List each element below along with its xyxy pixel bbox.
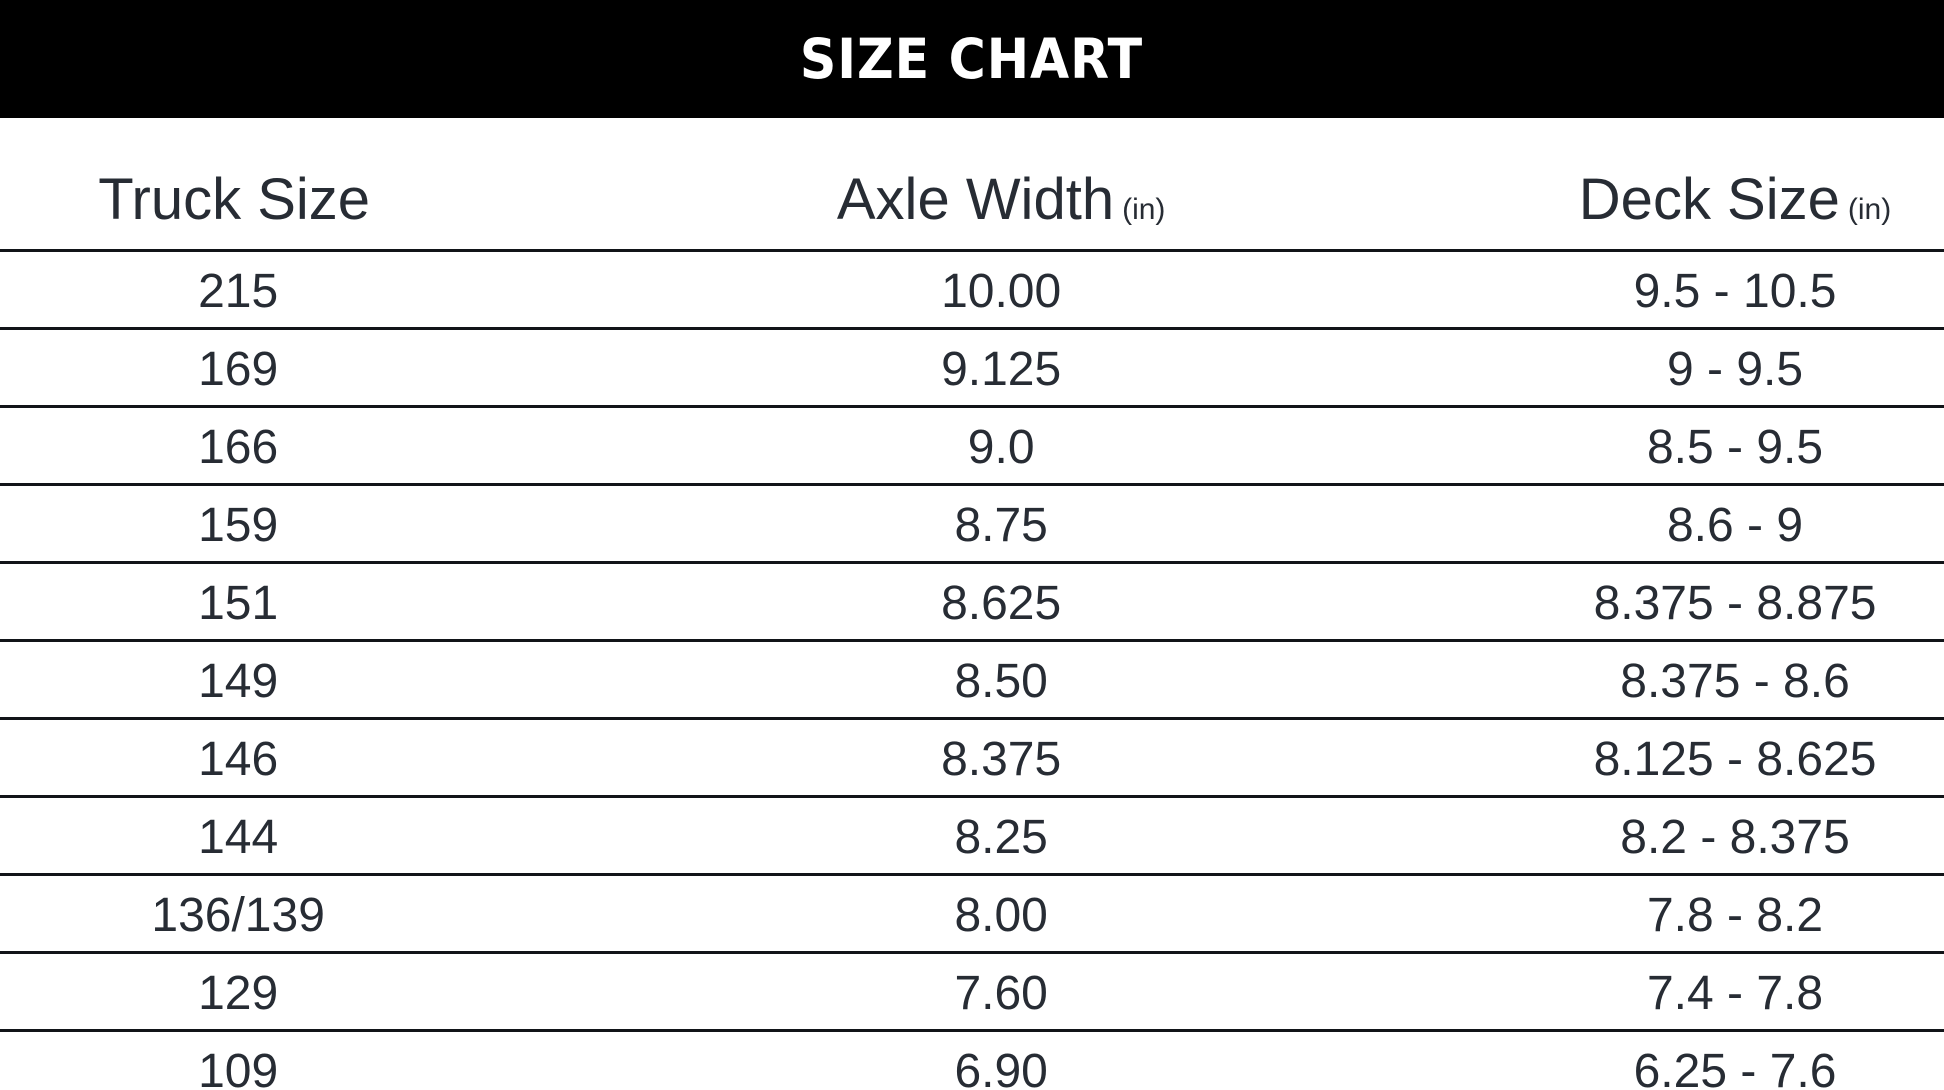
table-cell: 7.60 [476, 952, 1527, 1032]
table-cell: 9.125 [476, 328, 1527, 408]
size-table-body: 215 10.00 9.5 - 10.5 169 9.125 9 - 9.5 166 9.0 8… [0, 250, 1944, 1090]
table-cell: 8.5 - 9.5 [1526, 406, 1944, 486]
table-cell: 109 [0, 1030, 477, 1090]
table-row: 109 6.90 6.25 - 7.6 [0, 1030, 1944, 1090]
table-row: 129 7.60 7.4 - 7.8 [0, 952, 1944, 1032]
column-header-label: Truck Size [98, 167, 371, 232]
table-row: 144 8.25 8.2 - 8.375 [0, 796, 1944, 876]
table-cell: 7.8 - 8.2 [1526, 874, 1944, 954]
column-header-label: Axle Width [836, 167, 1115, 232]
table-row: 149 8.50 8.375 - 8.6 [0, 640, 1944, 720]
table-header-row: Truck Size Axle Width (in) Deck Size (in) [0, 118, 1944, 252]
table-cell: 8.75 [476, 484, 1527, 564]
size-chart-table: Truck Size Axle Width (in) Deck Size (in) … [0, 118, 1944, 1090]
table-cell: 8.125 - 8.625 [1526, 718, 1944, 798]
table-cell: 146 [0, 718, 477, 798]
table-cell: 10.00 [476, 250, 1527, 330]
table-cell: 8.2 - 8.375 [1526, 796, 1944, 876]
table-row: 146 8.375 8.125 - 8.625 [0, 718, 1944, 798]
table-cell: 9.0 [476, 406, 1527, 486]
table-cell: 8.375 [476, 718, 1527, 798]
table-cell: 129 [0, 952, 477, 1032]
table-cell: 151 [0, 562, 477, 642]
column-header-unit: (in) [1122, 193, 1166, 226]
table-cell: 215 [0, 250, 477, 330]
table-row: 151 8.625 8.375 - 8.875 [0, 562, 1944, 642]
table-cell: 8.375 - 8.875 [1526, 562, 1944, 642]
table-cell: 136/139 [0, 874, 477, 954]
table-cell: 8.50 [476, 640, 1527, 720]
column-header-truck-size: Truck Size [0, 118, 477, 252]
table-cell: 8.00 [476, 874, 1527, 954]
title-banner: SIZE CHART [0, 0, 1944, 118]
table-cell: 149 [0, 640, 477, 720]
table-cell: 8.625 [476, 562, 1527, 642]
table-header: Truck Size Axle Width (in) Deck Size (in) [0, 118, 1944, 252]
column-header-axle-width: Axle Width (in) [476, 118, 1527, 252]
table-cell: 169 [0, 328, 477, 408]
column-header-deck-size: Deck Size (in) [1526, 118, 1944, 252]
column-header-unit: (in) [1847, 193, 1892, 226]
table-cell: 9 - 9.5 [1526, 328, 1944, 408]
table-cell: 6.90 [476, 1030, 1527, 1090]
table-row: 159 8.75 8.6 - 9 [0, 484, 1944, 564]
table-row: 169 9.125 9 - 9.5 [0, 328, 1944, 408]
table-cell: 7.4 - 7.8 [1526, 952, 1944, 1032]
table-cell: 8.6 - 9 [1526, 484, 1944, 564]
table-cell: 159 [0, 484, 477, 564]
column-header-label: Deck Size [1578, 167, 1840, 232]
page-title: SIZE CHART [800, 27, 1144, 91]
table-cell: 8.25 [476, 796, 1527, 876]
table-cell: 6.25 - 7.6 [1526, 1030, 1944, 1090]
table-row: 136/139 8.00 7.8 - 8.2 [0, 874, 1944, 954]
table-cell: 166 [0, 406, 477, 486]
table-cell: 9.5 - 10.5 [1526, 250, 1944, 330]
table-cell: 8.375 - 8.6 [1526, 640, 1944, 720]
table-cell: 144 [0, 796, 477, 876]
table-row: 215 10.00 9.5 - 10.5 [0, 250, 1944, 330]
table-row: 166 9.0 8.5 - 9.5 [0, 406, 1944, 486]
